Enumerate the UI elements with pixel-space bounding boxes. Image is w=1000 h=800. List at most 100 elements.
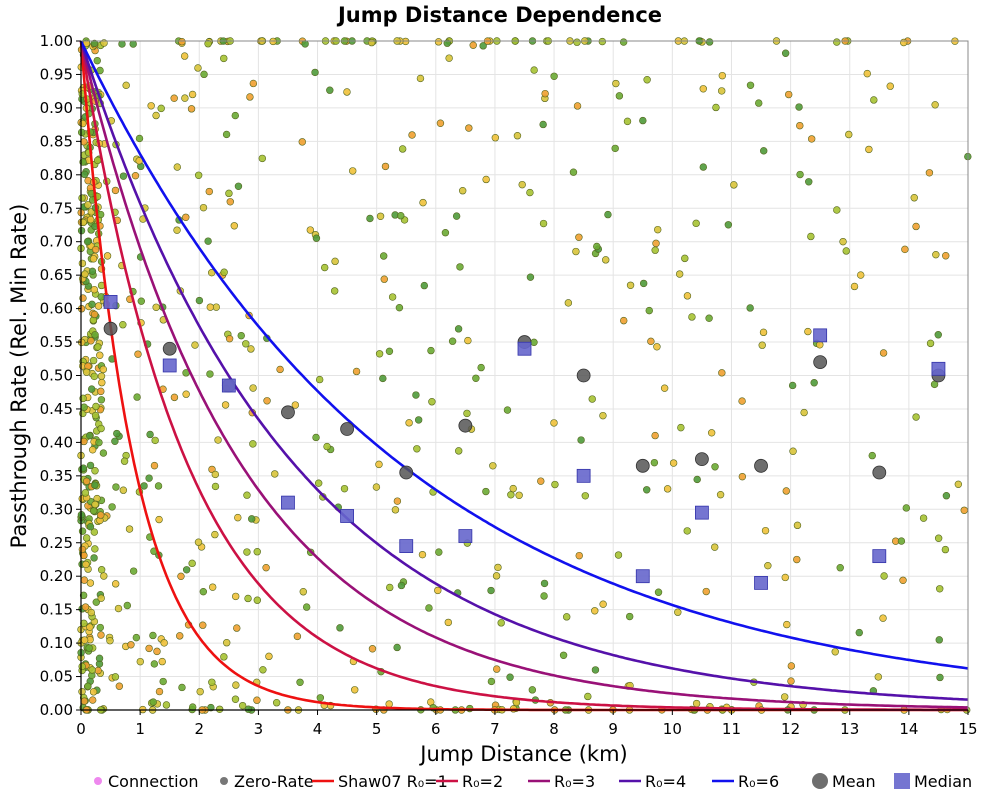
- scatter-point: [925, 169, 934, 177]
- scatter-point: [793, 555, 801, 564]
- scatter-point: [194, 538, 203, 546]
- scatter-point: [372, 483, 381, 491]
- mean-marker: [635, 458, 650, 473]
- scatter-point: [730, 181, 738, 189]
- scatter-point: [842, 247, 850, 255]
- scatter-point: [652, 239, 660, 248]
- scatter-point: [455, 447, 463, 455]
- scatter-point: [222, 130, 231, 139]
- legend-item: Shaw07 R₀=1: [312, 772, 448, 791]
- scatter-point: [120, 457, 129, 465]
- mean-marker: [399, 465, 414, 480]
- scatter-point: [912, 222, 920, 231]
- scatter-point: [336, 624, 344, 632]
- grid: [80, 40, 969, 711]
- scatter-point: [445, 54, 453, 62]
- scatter-point: [868, 451, 876, 460]
- scatter-point: [97, 387, 105, 396]
- x-tick-label: 9: [608, 720, 618, 738]
- scatter-point: [231, 111, 240, 120]
- scatter-point: [611, 144, 619, 153]
- scatter-point: [208, 678, 216, 686]
- scatter-point: [214, 436, 222, 444]
- scatter-point: [88, 267, 97, 276]
- scatter-point: [879, 614, 887, 622]
- scatter-point: [178, 683, 186, 692]
- scatter-point: [810, 379, 818, 387]
- scatter-point: [954, 480, 963, 489]
- legend-label: Mean: [832, 772, 876, 791]
- legend-item: Median: [894, 772, 972, 791]
- scatter-point: [111, 673, 120, 681]
- scatter-point: [919, 514, 928, 522]
- scatter-point: [787, 662, 796, 670]
- scatter-point: [588, 395, 596, 403]
- scatter-point: [692, 699, 701, 708]
- x-tick-label: 0: [76, 720, 86, 738]
- scatter-point: [795, 103, 803, 111]
- scatter-point: [86, 579, 95, 587]
- scatter-point: [78, 662, 86, 671]
- scatter-point: [340, 484, 349, 493]
- scatter-point: [351, 686, 359, 694]
- scatter-point: [86, 523, 95, 531]
- scatter-point: [960, 506, 968, 514]
- scatter-point: [653, 343, 661, 351]
- scatter-point: [249, 79, 258, 88]
- scatter-point: [311, 68, 319, 77]
- x-tick-label: 10: [663, 720, 682, 738]
- scatter-point: [393, 497, 402, 505]
- scatter-point: [97, 566, 106, 574]
- scatter-point: [551, 480, 559, 489]
- scatter-point: [526, 273, 535, 281]
- scatter-point: [604, 210, 612, 219]
- scatter-point: [119, 486, 128, 494]
- scatter-point: [265, 652, 273, 661]
- scatter-point: [804, 327, 812, 336]
- x-tick-label: 5: [372, 720, 382, 738]
- scatter-point: [575, 551, 583, 560]
- scatter-point: [418, 550, 427, 559]
- scatter-point: [436, 119, 445, 127]
- scatter-point: [479, 42, 487, 50]
- mean-marker: [281, 405, 295, 420]
- scatter-point: [879, 349, 888, 357]
- scatter-point: [692, 219, 700, 228]
- y-tick-label: 0.85: [40, 132, 73, 150]
- scatter-point: [839, 237, 847, 246]
- scatter-point: [550, 419, 558, 427]
- scatter-point: [539, 219, 548, 228]
- scatter-point: [80, 403, 88, 411]
- scatter-point: [91, 411, 100, 420]
- scatter-point: [78, 545, 87, 554]
- scatter-point: [253, 548, 261, 556]
- scatter-point: [155, 515, 163, 524]
- scatter-point: [204, 39, 212, 48]
- scatter-point: [380, 275, 388, 283]
- scatter-point: [86, 623, 94, 631]
- scatter-point: [408, 131, 416, 139]
- chart-title: Jump Distance Dependence: [336, 3, 662, 27]
- scatter-point: [211, 470, 220, 479]
- scatter-point: [941, 545, 950, 554]
- scatter-point: [705, 38, 714, 46]
- scatter-point: [575, 233, 583, 241]
- scatter-point: [78, 259, 87, 268]
- mean-marker: [872, 465, 887, 480]
- scatter-point: [262, 563, 270, 572]
- scatter-point: [910, 194, 918, 202]
- scatter-point: [89, 688, 98, 696]
- scatter-point: [122, 81, 130, 90]
- scatter-point: [599, 411, 607, 420]
- scatter-point: [503, 406, 512, 414]
- scatter-point: [86, 215, 95, 224]
- scatter-point: [683, 292, 692, 300]
- scatter-point: [738, 397, 746, 405]
- x-tick-label: 11: [722, 720, 741, 738]
- scatter-point: [343, 88, 351, 96]
- scatter-point: [880, 572, 888, 580]
- scatter-point: [244, 705, 253, 713]
- mean-marker: [754, 458, 768, 473]
- scatter-point: [550, 72, 558, 80]
- scatter-point: [491, 134, 500, 142]
